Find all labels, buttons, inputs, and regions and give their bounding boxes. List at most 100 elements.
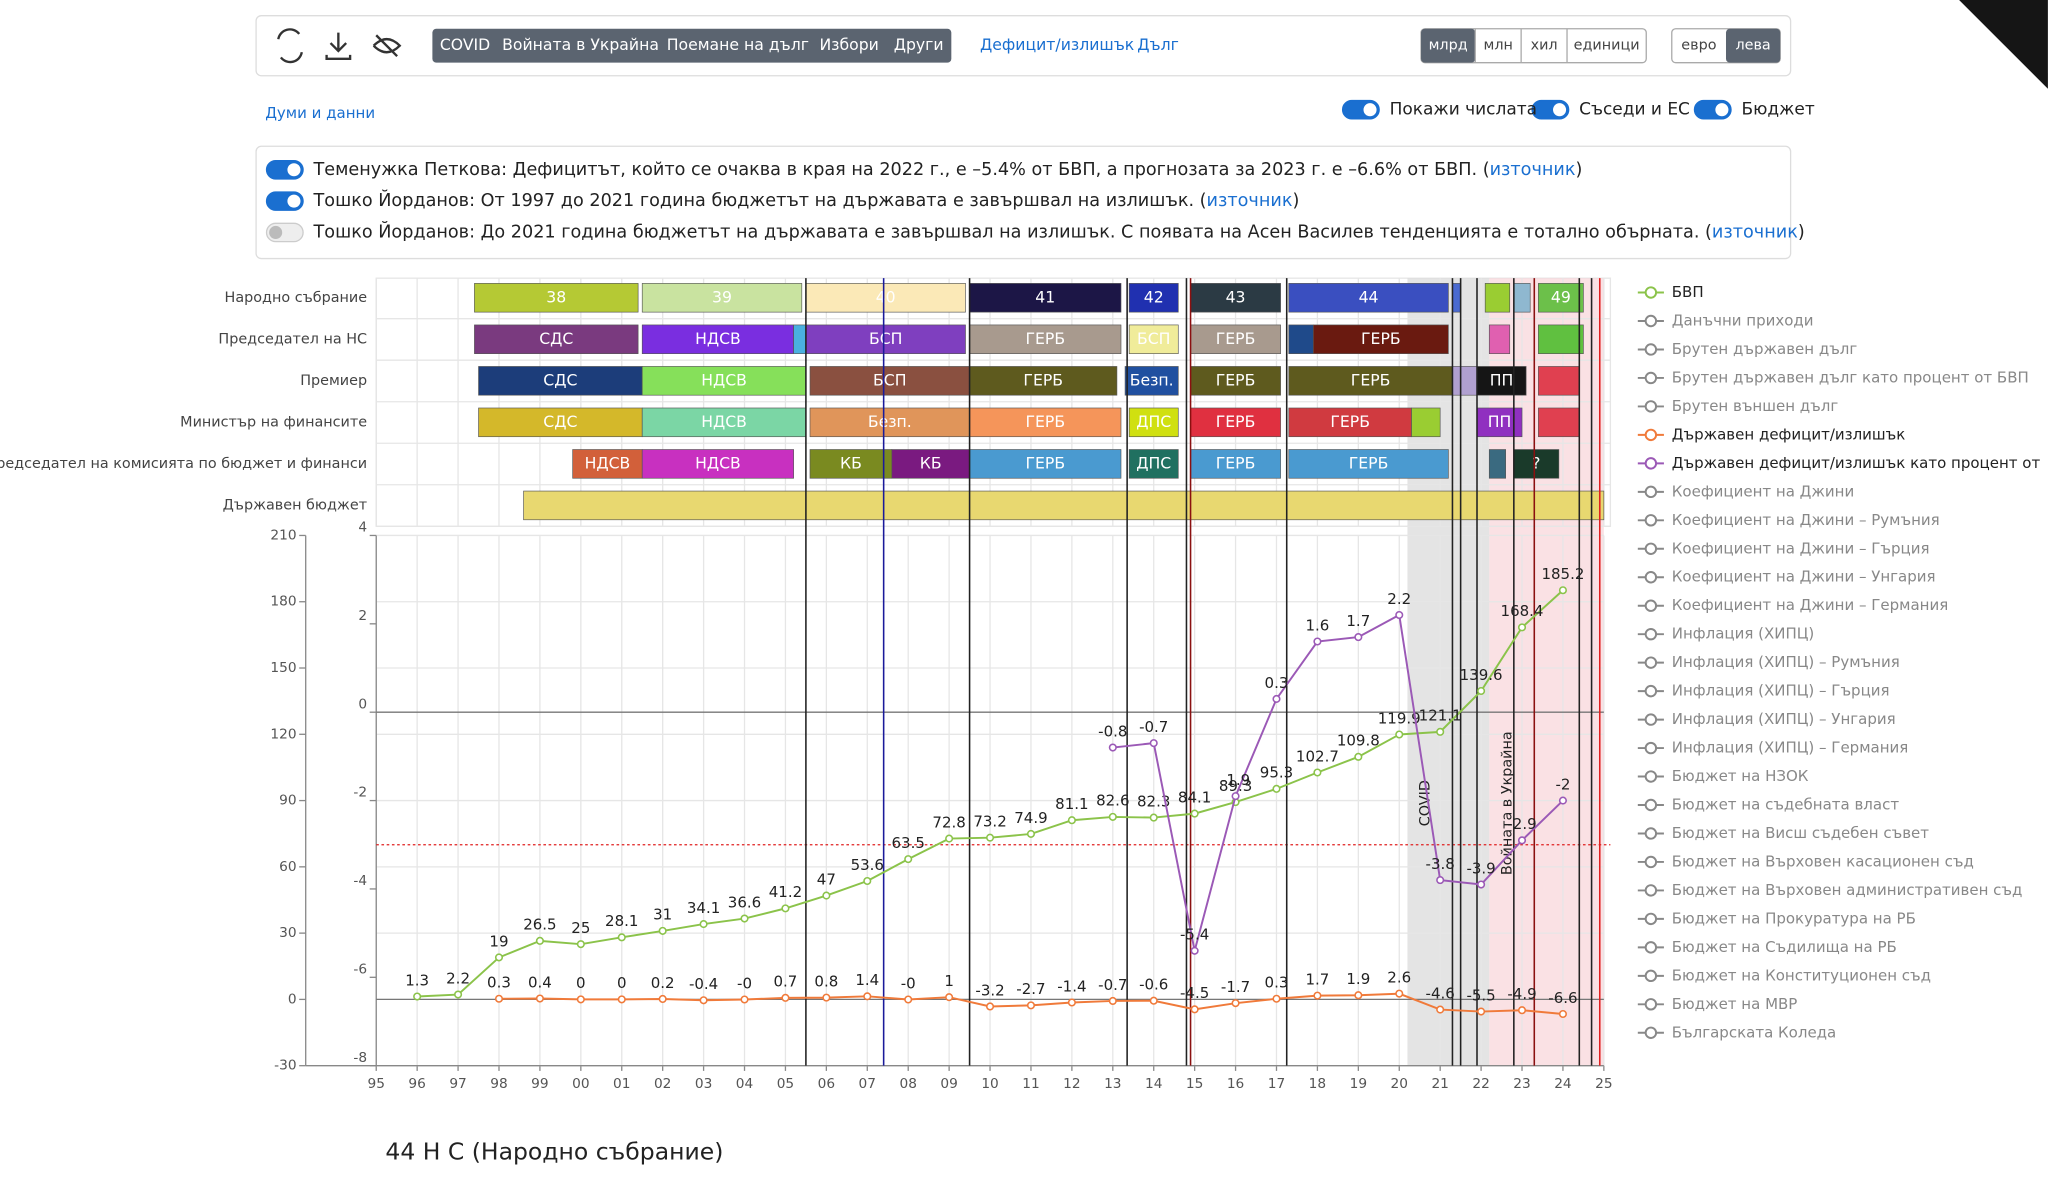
legend-entry[interactable]: Бюджет на Висш съдебен съвет [1672,824,1929,842]
timeline-segment[interactable] [809,407,970,438]
legend-entry[interactable]: Брутен външен дълг [1672,397,1839,415]
option-button[interactable]: лева [1735,38,1770,54]
timeline-segment[interactable] [793,324,807,354]
legend-entry[interactable]: Данъчни приходи [1672,312,1814,330]
legend-entry[interactable]: Коефициент на Джини – Германия [1672,596,1948,614]
legend-entry[interactable]: Инфлация (ХИПЦ) – Гърция [1672,682,1890,700]
option-button[interactable]: млн [1483,38,1512,54]
timeline-segment[interactable] [1128,449,1179,479]
timeline-segment[interactable] [809,449,893,479]
timeline-segment[interactable] [474,324,639,354]
timeline-segment[interactable] [1488,324,1511,354]
timeline-segment[interactable] [969,366,1118,396]
timeline-segment[interactable] [969,407,1122,438]
timeline-segment[interactable] [1488,449,1506,479]
timeline-segment[interactable] [523,490,1605,521]
timeline-segment[interactable] [1538,407,1580,438]
legend-entry[interactable]: Брутен държавен дълг като процент от БВП [1672,368,2029,386]
timeline-segment[interactable] [1190,449,1281,479]
timeline-segment[interactable] [1288,449,1449,479]
timeline-segment[interactable] [1288,283,1449,313]
switch-knob[interactable] [287,194,301,208]
quote-link[interactable]: източник [1490,160,1576,180]
refresh-icon[interactable] [277,28,303,64]
legend-entry[interactable]: Инфлация (ХИПЦ) [1672,625,1815,643]
legend-entry[interactable]: Бюджет на съдебната власт [1672,796,1900,814]
topic-link[interactable]: Дълг [1137,35,1179,54]
timeline-segment[interactable] [1476,366,1527,396]
timeline-segment[interactable] [641,407,807,438]
timeline-segment[interactable] [809,366,970,396]
option-button[interactable]: млрд [1429,38,1468,54]
switch-knob[interactable] [1553,103,1567,117]
legend-entry[interactable]: Брутен държавен дълг [1672,340,1858,358]
timeline-segment[interactable] [1190,407,1281,438]
hide-icon[interactable] [372,34,402,57]
timeline-segment[interactable] [1538,283,1584,313]
timeline-segment[interactable] [478,366,643,396]
legend-entry[interactable]: Коефициент на Джини – Унгария [1672,568,1936,586]
quote-link[interactable]: източник [1712,222,1798,242]
timeline-segment[interactable] [1484,283,1511,313]
legend-entry[interactable]: Държавен дефицит/излишък като процент от [1672,454,2041,472]
timeline-segment[interactable] [1452,366,1478,396]
timeline-segment[interactable] [1128,407,1179,438]
option-button[interactable]: хил [1531,38,1558,54]
words-link[interactable]: Думи и данни [265,104,375,122]
topic-button[interactable]: Войната в Украйна [502,35,659,54]
timeline-segment[interactable] [1513,449,1560,479]
timeline-segment[interactable] [1190,283,1281,313]
topic-link[interactable]: Дефицит/излишък [980,35,1134,54]
download-icon[interactable] [325,32,352,60]
timeline-segment[interactable] [891,449,970,479]
switch-knob[interactable] [1363,103,1377,117]
legend-entry[interactable]: Бюджет на Конституционен съд [1672,966,1931,984]
switch-knob[interactable] [287,163,301,177]
legend-entry[interactable]: Бюджет на Върховен административен съд [1672,881,2023,899]
timeline-segment[interactable] [1124,366,1179,396]
legend-entry[interactable]: БВП [1672,283,1704,301]
timeline-segment[interactable] [1411,407,1441,438]
legend-entry[interactable]: Коефициент на Джини – Румъния [1672,511,1940,529]
topic-button[interactable]: COVID [440,35,490,54]
timeline-segment[interactable] [474,283,639,313]
github-corner[interactable] [1959,0,2048,89]
timeline-segment[interactable] [1288,366,1453,396]
timeline-segment[interactable] [969,449,1122,479]
legend-entry[interactable]: Коефициент на Джини – Гърция [1672,539,1930,557]
timeline-segment[interactable] [1128,283,1179,313]
timeline-segment[interactable] [1288,324,1314,354]
timeline-segment[interactable] [1312,324,1449,354]
legend-entry[interactable]: Инфлация (ХИПЦ) – Румъния [1672,653,1900,671]
option-button[interactable]: единици [1574,38,1640,54]
timeline-segment[interactable] [1538,324,1584,354]
timeline-segment[interactable] [641,283,803,313]
timeline-segment[interactable] [1190,366,1281,396]
timeline-segment[interactable] [1513,283,1531,313]
timeline-segment[interactable] [1538,366,1580,396]
switch-knob[interactable] [269,225,283,239]
legend-entry[interactable]: Бюджет на МВР [1672,995,1798,1013]
legend-entry[interactable]: Бюджет на Съдилища на РБ [1672,938,1897,956]
switch-knob[interactable] [1715,103,1729,117]
timeline-segment[interactable] [572,449,643,479]
topic-button[interactable]: Други [894,35,944,54]
timeline-segment[interactable] [641,449,794,479]
legend-entry[interactable]: Коефициент на Джини [1672,482,1854,500]
topic-button[interactable]: Избори [819,35,878,54]
legend-entry[interactable]: Българската Коледа [1672,1023,1836,1041]
quote-link[interactable]: източник [1207,191,1293,211]
legend-entry[interactable]: Бюджет на НЗОК [1672,767,1809,785]
timeline-segment[interactable] [1452,283,1461,313]
timeline-segment[interactable] [805,283,966,313]
timeline-segment[interactable] [641,366,807,396]
option-button[interactable]: евро [1681,38,1716,54]
legend-entry[interactable]: Инфлация (ХИПЦ) – Унгария [1672,710,1896,728]
legend-entry[interactable]: Държавен дефицит/излишък [1672,425,1906,443]
timeline-segment[interactable] [969,283,1122,313]
timeline-segment[interactable] [641,324,794,354]
timeline-segment[interactable] [1190,324,1281,354]
legend-entry[interactable]: Бюджет на Прокуратура на РБ [1672,909,1916,927]
legend-entry[interactable]: Бюджет на Върховен касационен съд [1672,852,1974,870]
legend-entry[interactable]: Инфлация (ХИПЦ) – Германия [1672,739,1909,757]
